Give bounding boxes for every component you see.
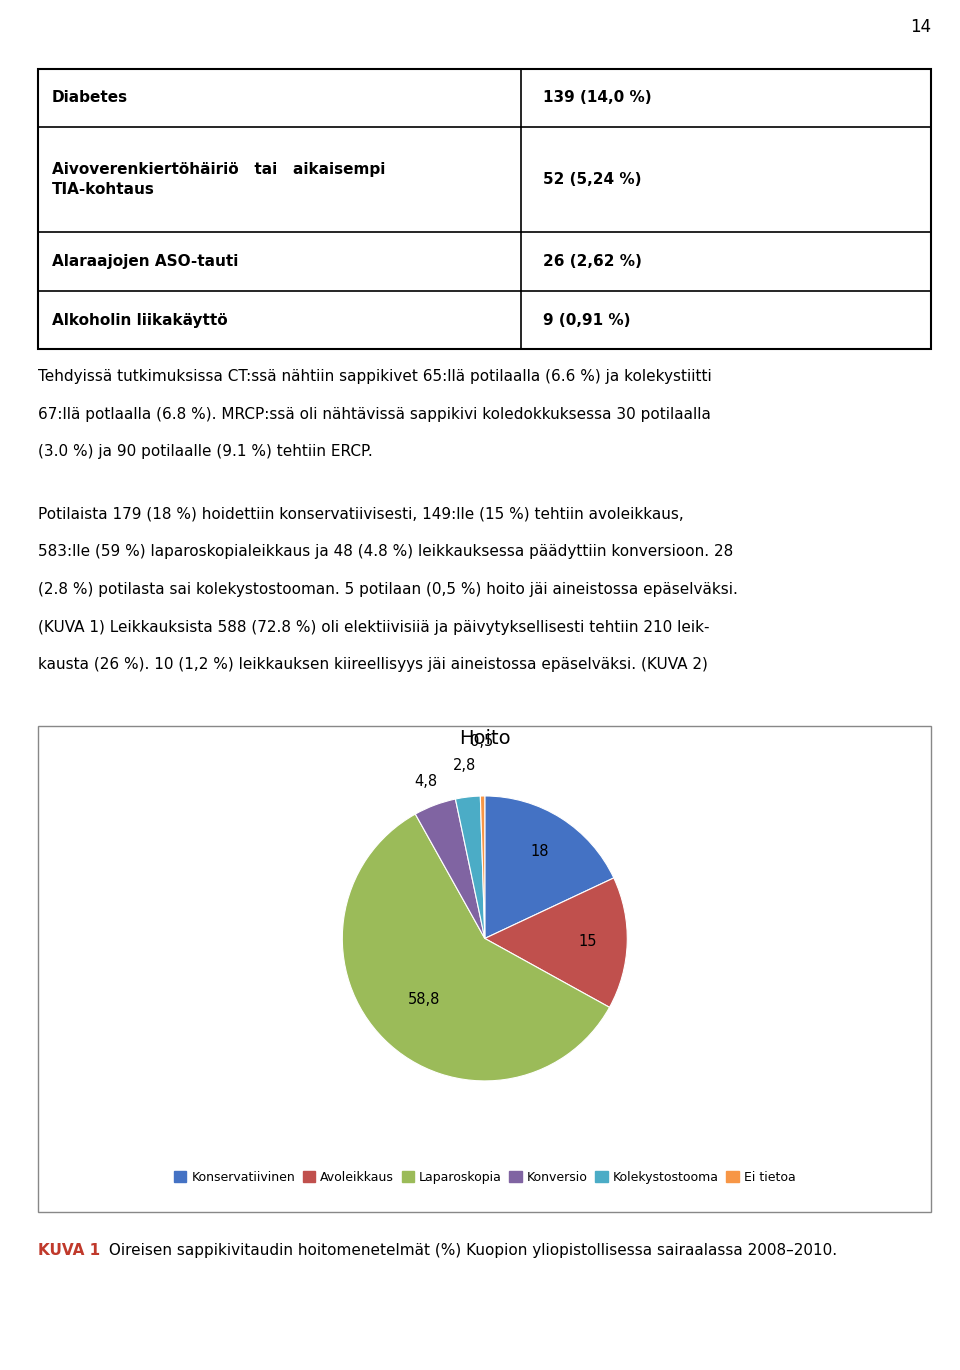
Text: 67:llä potlaalla (6.8 %). MRCP:ssä oli nähtävissä sappikivi koledokkuksessa 30 p: 67:llä potlaalla (6.8 %). MRCP:ssä oli n… <box>38 407 711 422</box>
Text: 26 (2,62 %): 26 (2,62 %) <box>542 253 641 269</box>
Text: 14: 14 <box>910 18 931 36</box>
Wedge shape <box>485 878 627 1007</box>
Wedge shape <box>343 814 610 1081</box>
Text: Potilaista 179 (18 %) hoidettiin konservatiivisesti, 149:lle (15 %) tehtiin avol: Potilaista 179 (18 %) hoidettiin konserv… <box>38 507 684 522</box>
Text: 2,8: 2,8 <box>452 759 476 773</box>
Text: Alaraajojen ASO-tauti: Alaraajojen ASO-tauti <box>52 253 238 269</box>
Text: (KUVA 1) Leikkauksista 588 (72.8 %) oli elektiivisiiä ja päivytyksellisesti teht: (KUVA 1) Leikkauksista 588 (72.8 %) oli … <box>38 619 709 634</box>
Text: 9 (0,91 %): 9 (0,91 %) <box>542 312 631 327</box>
Text: Diabetes: Diabetes <box>52 90 128 105</box>
Title: Hoito: Hoito <box>459 729 511 748</box>
Text: 58,8: 58,8 <box>408 992 441 1007</box>
Text: (2.8 %) potilasta sai kolekystostooman. 5 potilaan (0,5 %) hoito jäi aineistossa: (2.8 %) potilasta sai kolekystostooman. … <box>38 582 738 597</box>
Text: Oireisen sappikivitaudin hoitomenetelmät (%) Kuopion yliopistollisessa sairaalas: Oireisen sappikivitaudin hoitomenetelmät… <box>104 1244 837 1258</box>
Text: kausta (26 %). 10 (1,2 %) leikkauksen kiireellisyys jäi aineistossa epäselväksi.: kausta (26 %). 10 (1,2 %) leikkauksen ki… <box>38 658 708 673</box>
Text: Alkoholin liikakäyttö: Alkoholin liikakäyttö <box>52 312 228 327</box>
Wedge shape <box>416 799 485 938</box>
Text: 583:lle (59 %) laparoskopialeikkaus ja 48 (4.8 %) leikkauksessa päädyttiin konve: 583:lle (59 %) laparoskopialeikkaus ja 4… <box>38 544 733 559</box>
Text: 52 (5,24 %): 52 (5,24 %) <box>542 173 641 188</box>
Text: 15: 15 <box>578 934 596 949</box>
Text: (3.0 %) ja 90 potilaalle (9.1 %) tehtiin ERCP.: (3.0 %) ja 90 potilaalle (9.1 %) tehtiin… <box>38 444 373 459</box>
Text: 0,5: 0,5 <box>470 734 493 749</box>
Wedge shape <box>480 796 485 938</box>
Text: Tehdyissä tutkimuksissa CT:ssä nähtiin sappikivet 65:llä potilaalla (6.6 %) ja k: Tehdyissä tutkimuksissa CT:ssä nähtiin s… <box>38 370 712 384</box>
Text: 18: 18 <box>531 844 549 859</box>
Text: KUVA 1: KUVA 1 <box>38 1244 101 1258</box>
Legend: Konservatiivinen, Avoleikkaus, Laparoskopia, Konversio, Kolekystostooma, Ei tiet: Konservatiivinen, Avoleikkaus, Laparosko… <box>169 1166 801 1189</box>
Wedge shape <box>485 796 613 938</box>
Text: 4,8: 4,8 <box>415 774 438 789</box>
Text: Aivoverenkiertöhäiriö   tai   aikaisempi
TIA-kohtaus: Aivoverenkiertöhäiriö tai aikaisempi TIA… <box>52 162 385 197</box>
Text: 139 (14,0 %): 139 (14,0 %) <box>542 90 652 105</box>
Wedge shape <box>455 796 485 938</box>
